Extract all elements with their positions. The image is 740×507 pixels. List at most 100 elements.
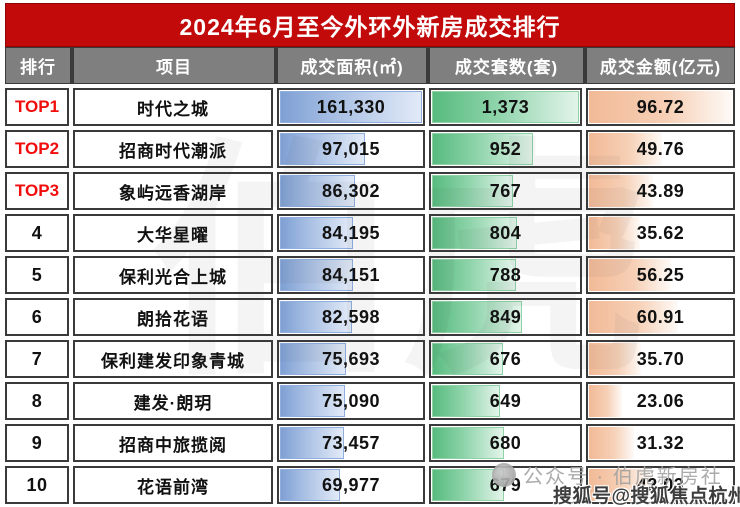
rank-cell: TOP2	[5, 130, 69, 168]
area-cell-value: 161,330	[316, 96, 386, 117]
amount-cell: 96.72	[586, 88, 735, 126]
amount-cell-databar	[589, 469, 651, 501]
units-cell-value: 804	[489, 222, 522, 243]
area-cell-databar	[280, 175, 356, 207]
amount-cell-databar	[589, 175, 653, 207]
amount-cell-value: 43.89	[636, 180, 685, 201]
project-cell-value: 大华星曜	[137, 225, 209, 245]
area-cell: 69,977	[277, 466, 425, 504]
table-row: 6 朗拾花语 82,598 849 60.91	[5, 298, 735, 336]
table-row: 10 花语前湾 69,977 679 42.03	[5, 466, 735, 504]
amount-cell-databar	[589, 343, 641, 375]
project-cell-value: 保利建发印象青城	[101, 351, 245, 371]
area-cell: 86,302	[277, 172, 425, 210]
project-cell: 朗拾花语	[73, 298, 273, 336]
units-cell-databar	[432, 301, 523, 333]
units-cell-databar	[432, 175, 514, 207]
amount-cell-databar	[589, 427, 634, 459]
area-cell: 84,195	[277, 214, 425, 252]
table-row: 8 建发·朗玥 75,090 649 23.06	[5, 382, 735, 420]
amount-cell: 23.06	[586, 382, 735, 420]
area-cell: 82,598	[277, 298, 425, 336]
project-cell: 招商时代潮派	[73, 130, 273, 168]
table-row: 9 招商中旅揽阅 73,457 680 31.32	[5, 424, 735, 462]
units-cell-value: 767	[489, 180, 522, 201]
area-cell-value: 69,977	[321, 474, 381, 495]
amount-cell: 56.25	[586, 256, 735, 294]
rank-cell: TOP3	[5, 172, 69, 210]
amount-cell-value: 31.32	[636, 432, 685, 453]
amount-cell-value: 96.72	[636, 96, 685, 117]
amount-cell-value: 23.06	[636, 390, 685, 411]
amount-cell: 43.89	[586, 172, 735, 210]
units-cell-value: 676	[489, 348, 522, 369]
amount-cell-databar	[589, 301, 679, 333]
amount-cell-databar	[589, 217, 641, 249]
amount-cell-databar	[589, 91, 732, 123]
amount-cell-databar	[589, 259, 672, 291]
amount-cell: 60.91	[586, 298, 735, 336]
units-cell-databar	[432, 343, 504, 375]
rank-cell-value: 6	[31, 306, 43, 327]
amount-cell: 42.03	[586, 466, 735, 504]
area-cell-databar	[280, 385, 346, 417]
table-body: TOP1 时代之城 161,330 1,373 96.72 TOP2 招商时代潮派 97,01…	[5, 88, 735, 504]
area-cell: 75,090	[277, 382, 425, 420]
units-cell: 676	[429, 340, 582, 378]
area-cell-databar	[280, 301, 352, 333]
units-cell-databar	[432, 217, 518, 249]
area-cell-value: 84,151	[321, 264, 381, 285]
table-row: TOP3 象屿远香湖岸 86,302 767 43.89	[5, 172, 735, 210]
area-cell-databar	[280, 259, 354, 291]
project-cell: 时代之城	[73, 88, 273, 126]
project-cell-value: 象屿远香湖岸	[119, 183, 227, 203]
title-bar: 2024年6月至今外环外新房成交排行	[5, 3, 735, 47]
rank-cell: 4	[5, 214, 69, 252]
area-cell-databar	[280, 133, 365, 165]
project-cell: 大华星曜	[73, 214, 273, 252]
rank-cell: 10	[5, 466, 69, 504]
rank-cell-value: 4	[31, 222, 43, 243]
table-row: 7 保利建发印象青城 75,693 676 35.70	[5, 340, 735, 378]
rank-cell-value: 10	[26, 474, 48, 495]
amount-cell-value: 49.76	[636, 138, 685, 159]
header-rank: 排行	[6, 48, 70, 83]
project-cell: 保利光合上城	[73, 256, 273, 294]
area-cell-value: 75,693	[321, 348, 381, 369]
units-cell-value: 680	[489, 432, 522, 453]
area-cell-value: 73,457	[321, 432, 381, 453]
rank-cell-value: TOP3	[14, 181, 60, 200]
rank-cell-value: 7	[31, 348, 43, 369]
units-cell-databar	[432, 91, 579, 123]
table-header-row: 排行 项目 成交面积(㎡) 成交套数(套) 成交金额(亿元)	[5, 47, 735, 84]
area-cell: 73,457	[277, 424, 425, 462]
units-cell: 952	[429, 130, 582, 168]
units-cell-value: 952	[489, 138, 522, 159]
rank-cell-value: 8	[31, 390, 43, 411]
rank-cell-value: TOP2	[14, 139, 60, 158]
area-cell-value: 75,090	[321, 390, 381, 411]
project-cell: 招商中旅揽阅	[73, 424, 273, 462]
header-amount: 成交金额(亿元)	[587, 48, 734, 83]
units-cell-databar	[432, 259, 516, 291]
area-cell: 75,693	[277, 340, 425, 378]
table-row: TOP2 招商时代潮派 97,015 952 49.76	[5, 130, 735, 168]
project-cell: 象屿远香湖岸	[73, 172, 273, 210]
rank-cell-value: 9	[31, 432, 43, 453]
amount-cell-databar	[589, 133, 662, 165]
area-cell: 97,015	[277, 130, 425, 168]
table-row: 5 保利光合上城 84,151 788 56.25	[5, 256, 735, 294]
rank-cell: 7	[5, 340, 69, 378]
units-cell-value: 788	[489, 264, 522, 285]
amount-cell: 49.76	[586, 130, 735, 168]
units-cell: 788	[429, 256, 582, 294]
project-cell-value: 招商中旅揽阅	[119, 435, 227, 455]
rank-cell: 9	[5, 424, 69, 462]
project-cell-value: 招商时代潮派	[119, 141, 227, 161]
table-row: 4 大华星曜 84,195 804 35.62	[5, 214, 735, 252]
amount-cell: 35.70	[586, 340, 735, 378]
amount-cell-value: 42.03	[636, 474, 685, 495]
units-cell-databar	[432, 427, 504, 459]
area-cell-value: 86,302	[321, 180, 381, 201]
